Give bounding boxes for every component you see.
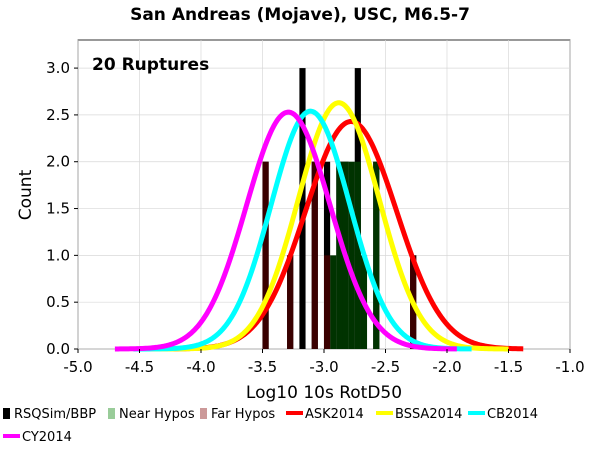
x-tick-label: -2.5 — [371, 358, 400, 376]
x-tick-label: -2.0 — [432, 358, 461, 376]
legend-item-rsqsim-bbp: RSQSim/BBP — [3, 407, 96, 422]
cy2014-curve — [114, 109, 458, 352]
x-tick-label: -3.5 — [248, 358, 277, 376]
legend-item-near-hypos: Near Hypos — [108, 407, 195, 422]
x-tick-label: -3.0 — [309, 358, 338, 376]
y-tick-label: 3.0 — [46, 59, 70, 77]
x-axis-label: Log10 10s RotD50 — [246, 383, 402, 403]
legend-item-cb2014: CB2014 — [468, 407, 538, 422]
y-tick-label: 1.0 — [46, 246, 70, 264]
rsqsim-bbp-bar — [299, 68, 306, 349]
legend-item-bssa2014: BSSA2014 — [376, 407, 462, 422]
far-hypos-bar — [311, 161, 318, 349]
far-hypos-bar — [287, 255, 294, 349]
legend-label: RSQSim/BBP — [14, 407, 96, 422]
y-tick-label: 1.5 — [46, 200, 70, 218]
x-tick-label: -4.0 — [186, 358, 215, 376]
chart-title: San Andreas (Mojave), USC, M6.5-7 — [130, 5, 470, 25]
x-tick-label: -5.0 — [63, 358, 92, 376]
y-tick-label: 0.0 — [46, 340, 70, 358]
x-tick-label: -4.5 — [125, 358, 154, 376]
x-tick-label: -1.0 — [555, 358, 584, 376]
far-hypos-bar — [324, 255, 331, 349]
legend-label: Far Hypos — [211, 407, 275, 422]
y-tick-label: 0.5 — [46, 293, 70, 311]
legend-item-far-hypos: Far Hypos — [200, 407, 275, 422]
near-hypos-bar — [330, 255, 337, 349]
bssa2014-curve — [144, 100, 510, 352]
legend-swatch — [3, 408, 10, 419]
legend-swatch — [108, 408, 115, 419]
near-hypos-bar — [373, 161, 380, 349]
distribution-curves — [114, 100, 524, 352]
x-tick-label: -1.5 — [494, 358, 523, 376]
legend-item-cy2014: CY2014 — [3, 430, 72, 445]
legend-label: Near Hypos — [119, 407, 195, 422]
axes: -5.0 -4.5 -4.0 -3.5 -3.0 -2.5 -2.0 -1.5 -1.0 0.0 0… — [46, 59, 585, 376]
legend-swatch — [200, 408, 207, 419]
near-hypos-bar — [348, 161, 355, 349]
legend-label: CY2014 — [22, 430, 72, 445]
y-tick-label: 2.5 — [46, 106, 70, 124]
far-hypos-bar — [262, 161, 269, 349]
legend-label: BSSA2014 — [395, 407, 462, 422]
y-axis-label: Count — [16, 169, 36, 220]
legend-label: ASK2014 — [305, 407, 364, 422]
legend-label: CB2014 — [487, 407, 538, 422]
y-tick-label: 2.0 — [46, 153, 70, 171]
near-hypos-bar — [336, 161, 343, 349]
rupture-count-annotation: 20 Ruptures — [92, 55, 209, 75]
cb2014-curve — [132, 108, 473, 352]
legend: RSQSim/BBP Near Hypos Far Hypos ASK2014 BSSA… — [3, 407, 538, 445]
legend-item-ask2014: ASK2014 — [286, 407, 364, 422]
near-hypos-bar — [354, 161, 361, 349]
